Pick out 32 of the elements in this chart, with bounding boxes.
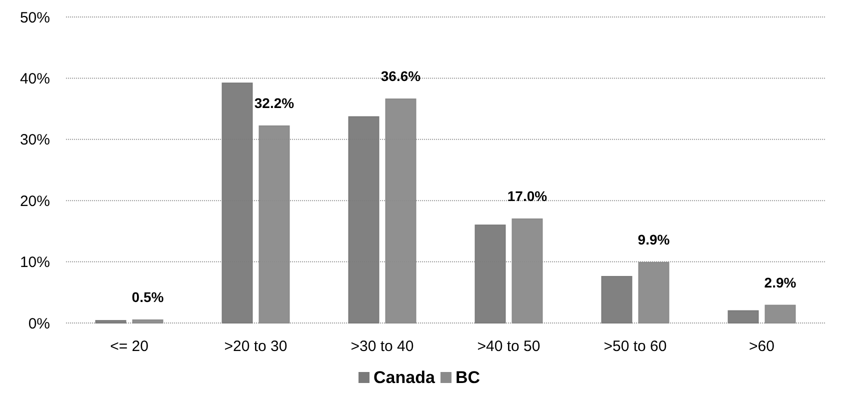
bar bbox=[728, 310, 759, 324]
x-tick-label: >30 to 40 bbox=[350, 338, 414, 355]
x-tick-label: <= 20 bbox=[110, 338, 148, 355]
y-tick-label: 10% bbox=[20, 254, 50, 272]
x-tick-label: >40 to 50 bbox=[477, 338, 540, 355]
bar bbox=[638, 262, 670, 324]
y-tick-label: 20% bbox=[20, 192, 50, 210]
bar bbox=[95, 320, 126, 324]
bar bbox=[222, 82, 253, 324]
y-tick-label: 0% bbox=[28, 315, 50, 332]
data-label: 2.9% bbox=[764, 274, 797, 290]
data-label: 32.2% bbox=[254, 94, 295, 111]
bar bbox=[258, 125, 290, 324]
x-tick-label: >50 to 60 bbox=[604, 338, 667, 355]
y-tick-label: 30% bbox=[20, 132, 50, 149]
data-label: 17.0% bbox=[507, 188, 548, 204]
legend-label: Canada bbox=[374, 368, 436, 387]
legend-label: BC bbox=[456, 368, 480, 387]
bar bbox=[601, 276, 632, 324]
data-label: 9.9% bbox=[638, 231, 670, 248]
bar bbox=[348, 116, 380, 324]
data-label: 0.5% bbox=[132, 288, 164, 305]
bar bbox=[385, 98, 416, 324]
x-tick-label: >60 bbox=[749, 338, 774, 355]
y-tick-label: 40% bbox=[20, 70, 50, 88]
y-tick-label: 50% bbox=[20, 9, 50, 26]
bar bbox=[132, 319, 164, 324]
data-label: 36.6% bbox=[380, 68, 422, 84]
bar bbox=[512, 218, 543, 324]
bar bbox=[474, 224, 506, 324]
bar bbox=[764, 304, 796, 324]
x-tick-label: >20 to 30 bbox=[224, 338, 288, 355]
